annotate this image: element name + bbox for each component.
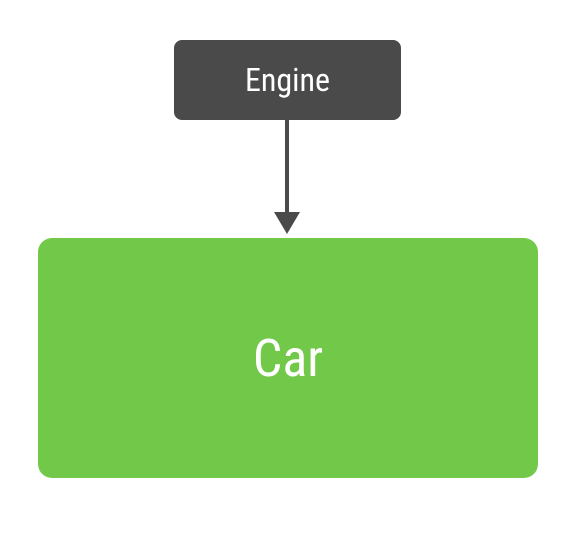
dependency-diagram: Engine Car (0, 0, 574, 546)
node-engine-label: Engine (245, 61, 330, 99)
node-car-label: Car (253, 328, 323, 389)
node-engine: Engine (174, 40, 401, 120)
arrow-engine-to-car (261, 120, 313, 236)
node-car: Car (38, 238, 538, 478)
